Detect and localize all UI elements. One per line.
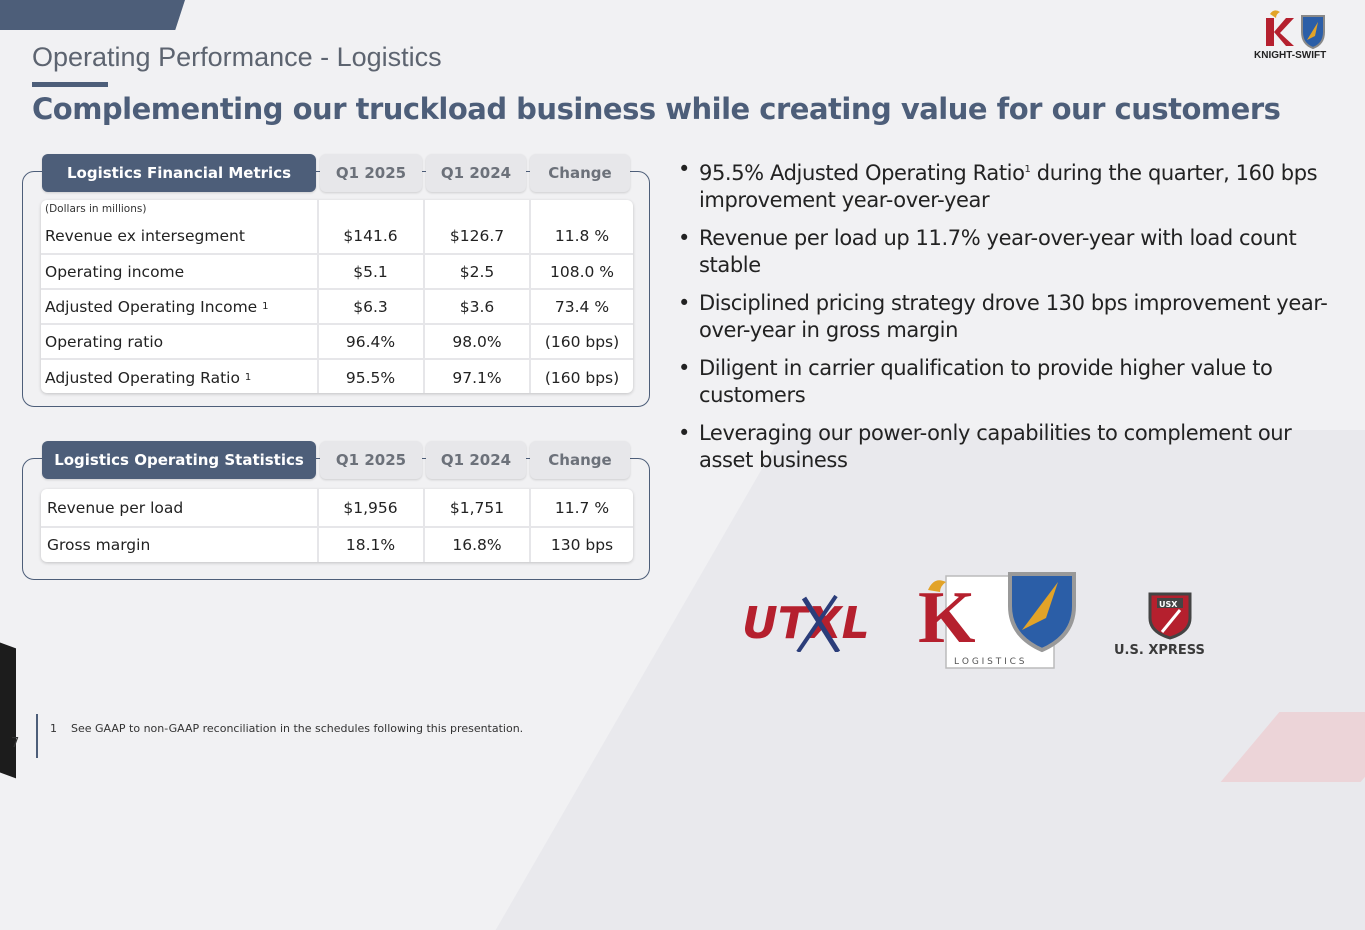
- value-change: 11.7 %: [554, 499, 610, 517]
- value-q1-2025: $141.6: [343, 226, 398, 245]
- footnote-marker: 1: [244, 372, 252, 383]
- highlights-list: • 95.5% Adjusted Operating Ratio1 during …: [678, 156, 1346, 485]
- list-item: • Diligent in carrier qualification to pr…: [678, 356, 1273, 407]
- svg-text:U.S. XPRESS: U.S. XPRESS: [1114, 643, 1205, 658]
- row-label-with-footnote: Adjusted Operating Ratio 1: [45, 360, 251, 395]
- financial-metrics-header: Logistics Financial Metrics: [42, 154, 316, 192]
- table-row: Operating ratio 96.4% 98.0% (160 bps): [41, 323, 633, 358]
- knight-k-icon: K: [918, 577, 976, 659]
- column-divider: [317, 489, 319, 562]
- row-label: Operating income: [45, 262, 185, 281]
- stats-col-q1-2024: Q1 2024: [426, 441, 526, 479]
- value-change: 130 bps: [550, 536, 614, 554]
- utxl-logo: UTXL: [742, 594, 870, 652]
- value-q1-2024: $2.5: [459, 262, 495, 281]
- footnote-marker: 1: [1024, 164, 1031, 175]
- financial-col-q1-2025: Q1 2025: [320, 154, 422, 192]
- brand-name: KNIGHT-SWIFT: [1254, 50, 1327, 61]
- value-change: 11.8 %: [554, 226, 610, 245]
- list-item: • 95.5% Adjusted Operating Ratio1 during …: [678, 157, 1318, 212]
- page-title: Operating Performance - Logistics: [32, 42, 442, 72]
- value-q1-2024: 16.8%: [452, 536, 502, 554]
- column-divider: [529, 489, 531, 562]
- row-label: Revenue per load: [47, 499, 184, 517]
- value-q1-2024: 97.1%: [452, 368, 502, 387]
- operating-statistics-header: Logistics Operating Statistics: [42, 441, 316, 479]
- value-change: (160 bps): [544, 368, 620, 387]
- row-label: Gross margin: [47, 536, 151, 554]
- footnote-marker: 1: [262, 301, 269, 312]
- stats-col-change: Change: [530, 441, 630, 479]
- row-label: Adjusted Operating Ratio: [45, 368, 240, 387]
- page-number: 7: [11, 736, 20, 751]
- value-change: 108.0 %: [549, 262, 615, 281]
- bullet-marker: •: [678, 421, 690, 445]
- column-divider: [423, 200, 425, 393]
- svg-text:USX: USX: [1159, 600, 1178, 609]
- knight-logistics-logo: K L O G I S T I C S: [918, 560, 1076, 670]
- knight-k-icon: [1266, 10, 1294, 46]
- list-item: • Disciplined pricing strategy drove 130 …: [678, 291, 1328, 342]
- left-accent-shape: [0, 631, 16, 779]
- value-q1-2025: $6.3: [353, 297, 388, 316]
- bullet-marker: •: [678, 226, 690, 250]
- us-xpress-logo: USX U.S. XPRESS: [1112, 592, 1232, 658]
- column-divider: [423, 489, 425, 562]
- column-divider: [317, 200, 319, 393]
- list-item: • Leveraging our power-only capabilities …: [678, 421, 1292, 472]
- value-q1-2024: 98.0%: [452, 332, 502, 351]
- value-q1-2025: 96.4%: [345, 332, 396, 351]
- title-underline: [32, 82, 108, 87]
- bullet-marker: •: [678, 157, 690, 181]
- table-row: Operating income $5.1 $2.5 108.0 %: [41, 253, 633, 288]
- value-q1-2024: $3.6: [459, 297, 495, 316]
- financial-metrics-table: (Dollars in millions) Revenue ex interse…: [41, 200, 633, 393]
- dollars-note: (Dollars in millions): [45, 203, 147, 215]
- svg-text:L O G I S T I C S: L O G I S T I C S: [954, 657, 1025, 667]
- value-q1-2025: $5.1: [353, 262, 388, 281]
- value-change: (160 bps): [544, 332, 620, 351]
- table-row: Revenue ex intersegment $141.6 $126.7 11…: [41, 218, 633, 253]
- financial-col-change: Change: [530, 154, 630, 192]
- list-item: • Revenue per load up 11.7% year-over-yea…: [678, 226, 1297, 277]
- value-change: 73.4 %: [554, 297, 610, 316]
- row-label: Adjusted Operating Income: [45, 297, 258, 316]
- value-q1-2024: $1,751: [449, 499, 505, 517]
- top-accent-bar: [0, 0, 185, 30]
- footnote: 1 See GAAP to non-GAAP reconciliation in…: [50, 722, 524, 735]
- financial-col-q1-2024: Q1 2024: [426, 154, 526, 192]
- table-row: Adjusted Operating Ratio 1 95.5% 97.1% (…: [41, 358, 633, 395]
- table-row: Adjusted Operating Income 1 $6.3 $3.6 73…: [41, 288, 633, 323]
- row-label: Operating ratio: [45, 332, 164, 351]
- column-divider: [529, 200, 531, 393]
- knight-swift-logo: [1266, 10, 1325, 50]
- bullet-marker: •: [678, 291, 690, 315]
- flame-icon: [928, 580, 946, 592]
- swift-shield-icon: [1301, 15, 1325, 50]
- table-row: Gross margin 18.1% 16.8% 130 bps: [41, 526, 633, 562]
- row-label: Revenue ex intersegment: [45, 226, 245, 245]
- stats-col-q1-2025: Q1 2025: [320, 441, 422, 479]
- page-subtitle: Complementing our truckload business whi…: [32, 92, 1281, 126]
- value-q1-2025: 95.5%: [345, 368, 396, 387]
- value-q1-2025: 18.1%: [345, 536, 396, 554]
- table-row: Revenue per load $1,956 $1,751 11.7 %: [41, 491, 633, 525]
- row-label-with-footnote: Adjusted Operating Income 1: [45, 290, 269, 323]
- value-q1-2024: $126.7: [449, 226, 505, 245]
- footer-divider: [36, 714, 38, 758]
- bullet-marker: •: [678, 356, 690, 380]
- operating-statistics-table: Revenue per load $1,956 $1,751 11.7 % Gr…: [41, 489, 633, 562]
- value-q1-2025: $1,956: [343, 499, 398, 517]
